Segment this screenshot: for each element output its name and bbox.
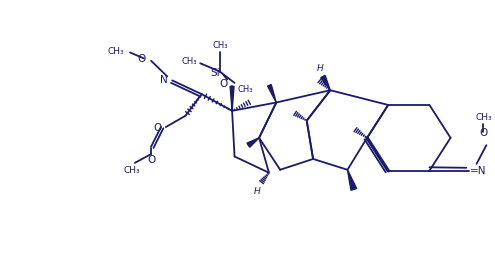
Text: H: H	[254, 188, 261, 196]
Text: O: O	[137, 54, 145, 64]
Text: CH₃: CH₃	[237, 85, 252, 94]
Text: O: O	[153, 123, 162, 133]
Text: H: H	[317, 63, 323, 73]
Text: CH₃: CH₃	[212, 41, 228, 50]
Text: CH₃: CH₃	[107, 47, 124, 56]
Text: O: O	[479, 128, 488, 138]
Text: O: O	[147, 155, 155, 165]
Polygon shape	[230, 86, 234, 111]
Text: Si: Si	[210, 68, 220, 78]
Text: CH₃: CH₃	[181, 57, 197, 66]
Text: O: O	[219, 79, 227, 89]
Text: =N: =N	[470, 166, 486, 176]
Polygon shape	[347, 170, 356, 190]
Polygon shape	[321, 75, 330, 90]
Text: CH₃: CH₃	[475, 113, 492, 122]
Text: N: N	[159, 75, 167, 85]
Polygon shape	[268, 85, 276, 103]
Text: CH₃: CH₃	[123, 166, 140, 175]
Polygon shape	[247, 138, 259, 147]
